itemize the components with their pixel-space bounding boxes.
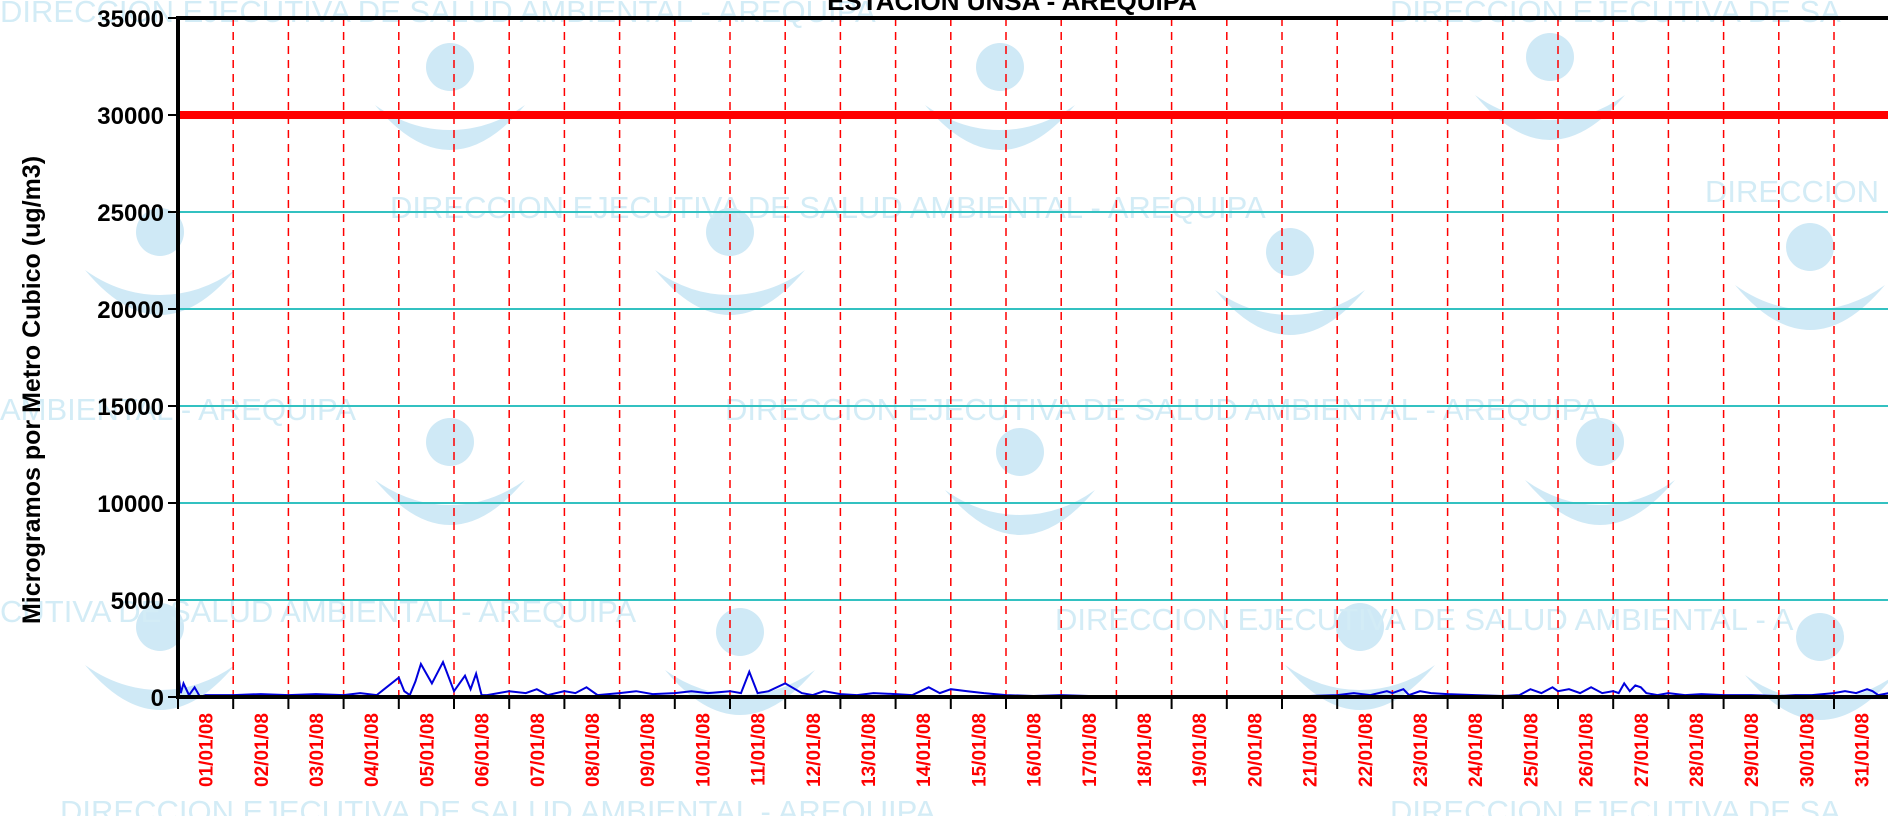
watermark-logo-6 — [1215, 228, 1365, 335]
x-tick-label: 13/01/08 — [859, 713, 880, 787]
x-tick-label: 14/01/08 — [914, 713, 935, 787]
x-tick-label: 18/01/08 — [1135, 713, 1156, 787]
x-tick-label: 05/01/08 — [417, 713, 438, 787]
x-tick-label: 26/01/08 — [1577, 713, 1598, 787]
x-tick-label: 24/01/08 — [1466, 713, 1487, 787]
watermark-logo-12 — [665, 608, 815, 715]
x-tick-label: 20/01/08 — [1245, 713, 1266, 787]
x-tick-label: 29/01/08 — [1742, 713, 1763, 787]
x-tick-label: 08/01/08 — [583, 713, 604, 787]
x-tick-label: 11/01/08 — [749, 713, 770, 786]
x-tick-label: 28/01/08 — [1687, 713, 1708, 787]
watermark-text-3: DIRECCION EJECUTIVA DE SALUD AMBIENTAL -… — [390, 190, 1266, 225]
x-tick-label: 23/01/08 — [1411, 713, 1432, 787]
y-tick-label: 5000 — [111, 588, 164, 615]
x-tick-label: 15/01/08 — [969, 713, 990, 787]
x-tick-label: 01/01/08 — [197, 713, 218, 787]
y-axis-label: Microgramos por Metro Cubico (ug/m3) — [18, 156, 46, 624]
y-tick-label: 25000 — [97, 200, 164, 227]
x-tick-label: 06/01/08 — [473, 713, 494, 787]
x-tick-label: 21/01/08 — [1301, 713, 1322, 787]
watermark-text-6: DIRECCION EJECUTIVA DE SALUD AMBIENTAL -… — [725, 392, 1601, 427]
watermark-logo-14 — [1745, 613, 1888, 720]
x-tick-label: 04/01/08 — [362, 713, 383, 787]
watermark-logo-9 — [945, 428, 1095, 535]
x-tick-label: 09/01/08 — [638, 713, 659, 787]
x-axis: 01/01/08 02/01/08 03/01/08 04/01/08 05/01/08… — [177, 697, 1874, 787]
series-line — [177, 659, 1888, 699]
watermark-logo-10 — [1525, 418, 1675, 525]
y-tick-label: 15000 — [97, 394, 164, 421]
y-tick-label: 20000 — [97, 297, 164, 324]
watermark-text-4: DIRECCION — [1705, 174, 1879, 209]
x-tick-label: 16/01/08 — [1025, 713, 1046, 787]
vertical-gridlines — [232, 18, 1835, 697]
x-tick-label: 30/01/08 — [1797, 713, 1818, 787]
watermark-logo-2 — [925, 43, 1075, 150]
x-tick-label: 10/01/08 — [693, 713, 714, 787]
watermark-logo-7 — [1735, 223, 1885, 330]
x-tick-label: 27/01/08 — [1632, 713, 1653, 787]
y-tick-label: 10000 — [97, 491, 164, 518]
x-tick-label: 19/01/08 — [1190, 713, 1211, 787]
x-tick-label: 12/01/08 — [804, 713, 825, 787]
x-tick-label: 17/01/08 — [1080, 713, 1101, 787]
x-tick-label: 25/01/08 — [1521, 713, 1542, 787]
watermark-logo-4 — [85, 208, 235, 315]
watermark-text-9: DIRECCION EJECUTIVA DE SALUD AMBIENTAL -… — [60, 794, 936, 816]
y-tick-label: 0 — [151, 685, 164, 712]
x-tick-label: 31/01/08 — [1853, 713, 1874, 787]
watermark-text-10: DIRECCION EJECUTIVA DE SA — [1390, 794, 1841, 816]
x-tick-label: 02/01/08 — [252, 713, 273, 787]
plot-area — [176, 16, 1888, 699]
y-tick-label: 30000 — [97, 103, 164, 130]
watermark-logo-1 — [375, 43, 525, 150]
x-tick-label: 22/01/08 — [1356, 713, 1377, 787]
x-tick-label: 07/01/08 — [528, 713, 549, 787]
y-tick-label: 35000 — [97, 6, 164, 33]
watermark-text-2: DIRECCION EJECUTIVA DE SA — [1390, 0, 1841, 29]
chart-title: ESTACION UNSA - AREQUIPA — [827, 0, 1197, 16]
y-axis: 0 5000 10000 15000 20000 25000 30000 35000 — [97, 6, 178, 712]
x-tick-label: 03/01/08 — [307, 713, 328, 787]
watermark-logo-8 — [375, 418, 525, 525]
watermark-text-8: DIRECCION EJECUTIVA DE SALUD AMBIENTAL -… — [1055, 602, 1794, 637]
watermark-logo-3 — [1475, 33, 1625, 140]
